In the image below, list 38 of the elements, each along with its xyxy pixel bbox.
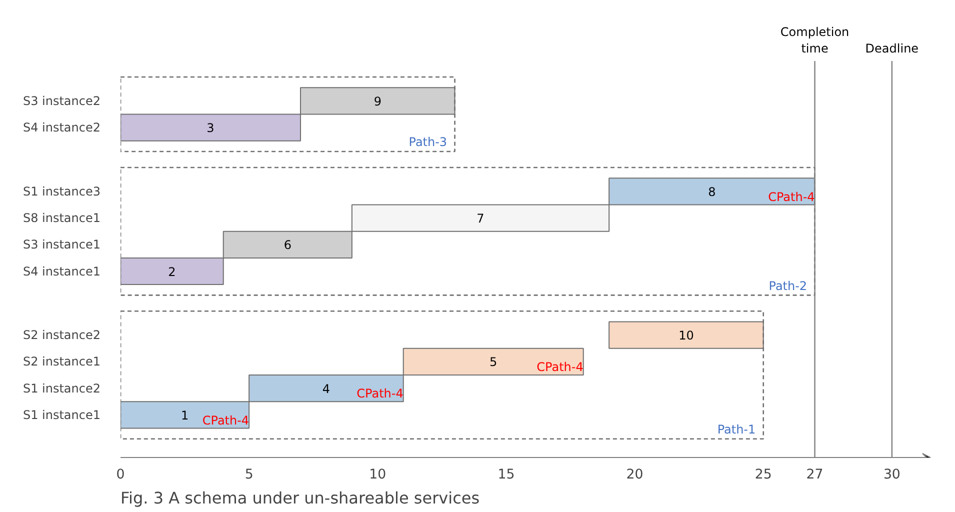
annotation: 2 [168,264,176,279]
annotation: 10 [678,328,694,343]
x-tick-label: 5 [244,468,254,482]
y-tick-label: S4 instance1 [22,264,101,278]
x-tick-label: 0 [116,468,125,482]
annotation: 6 [284,238,292,252]
annotation: CPath-4 [356,386,404,401]
ref-line-label: Deadline [865,42,919,56]
text: Path-1 [717,422,756,437]
y-tick-label: S1 instance1 [22,408,101,422]
y-tick-label: S3 instance1 [22,238,101,252]
y-tick-label: S3 instance2 [22,94,101,108]
ref-line-label: Completion time [780,24,850,56]
annotation: CPath-4 [536,360,584,374]
y-tick-label: S4 instance2 [22,120,101,135]
annotation: 4 [322,382,330,396]
annotation: 1 [180,408,189,422]
y-tick-label: S2 instance2 [22,328,101,342]
y-tick-label: S2 instance1 [22,354,101,369]
annotation: 7 [476,212,484,226]
series-label: Path-3 [408,135,448,150]
annotation: CPath-4 [202,413,250,428]
annotation: 3 [206,121,214,136]
x-tick-label: 30 [883,468,900,482]
annotation: 9 [374,94,382,108]
y-tick-label: S1 instance2 [22,381,101,396]
annotation: CPath-4 [768,190,815,204]
x-tick-label: 25 [754,468,772,482]
annotation: 5 [490,355,498,370]
text: Path-2 [768,278,808,293]
x-tick-label: 27 [806,468,824,482]
y-tick-label: S1 instance3 [22,184,101,198]
text: Fig. 3 A schema under un-shareable services [120,488,480,508]
annotation: 8 [708,184,716,199]
x-tick-label: 20 [626,468,644,482]
x-tick-label: 15 [498,468,515,482]
x-tick-label: 10 [369,468,386,482]
y-tick-label: S8 instance1 [22,211,101,226]
